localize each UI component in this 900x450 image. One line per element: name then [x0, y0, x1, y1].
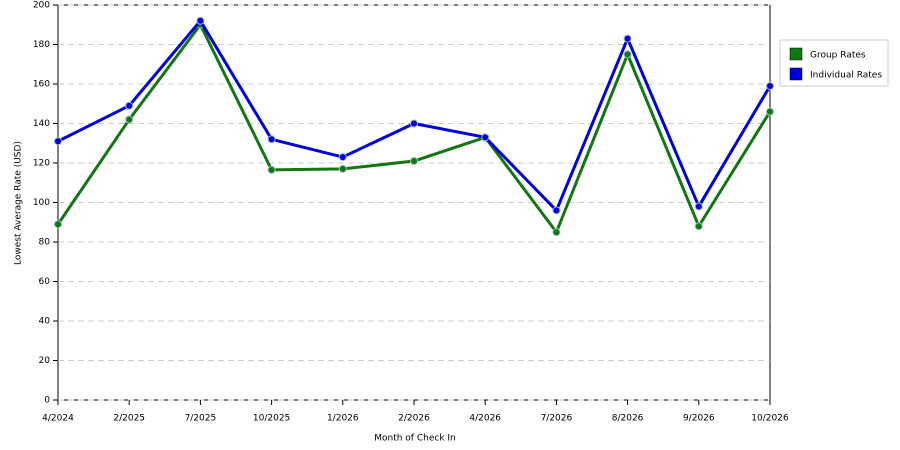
data-point: [410, 119, 418, 128]
y-tick-label: 100: [33, 198, 50, 208]
data-point: [125, 101, 134, 110]
legend-box: [779, 39, 889, 87]
legend-label: Group Rates: [810, 51, 866, 61]
data-point: [766, 81, 774, 90]
y-axis-label: Lowest Average Rate (USD): [14, 141, 24, 265]
y-tick-label: 160: [33, 80, 50, 90]
data-point: [267, 135, 276, 144]
y-tick-label: 80: [39, 238, 51, 248]
data-point: [54, 137, 62, 146]
data-point: [481, 133, 490, 142]
y-tick-label: 120: [33, 159, 50, 169]
legend-swatch: [789, 67, 803, 81]
data-point: [267, 165, 276, 174]
y-tick-label: 40: [39, 317, 51, 327]
x-tick-label: 8/2026: [612, 414, 644, 424]
data-point: [125, 115, 134, 124]
y-tick-label: 200: [33, 1, 50, 11]
data-point: [338, 153, 347, 162]
x-tick-label: 10/2026: [751, 414, 789, 424]
x-tick-label: 7/2025: [185, 414, 217, 424]
data-point: [623, 34, 632, 43]
x-tick-label: 9/2026: [683, 414, 715, 424]
legend-swatch: [789, 47, 803, 61]
x-tick-label: 4/2024: [42, 414, 74, 424]
data-point: [552, 228, 561, 237]
x-tick-label: 4/2026: [469, 414, 501, 424]
data-point: [694, 222, 703, 231]
x-tick-label: 10/2025: [253, 414, 290, 424]
data-point: [552, 206, 561, 215]
x-tick-label: 2/2025: [113, 414, 145, 424]
y-tick-label: 20: [39, 356, 51, 366]
y-tick-label: 0: [44, 396, 50, 406]
data-point: [694, 202, 703, 211]
data-point: [338, 164, 347, 173]
x-tick-label: 7/2026: [541, 414, 573, 424]
legend-label: Individual Rates: [810, 71, 882, 81]
data-point: [623, 50, 632, 59]
y-tick-label: 180: [33, 40, 50, 50]
y-tick-label: 60: [39, 277, 51, 287]
data-point: [196, 16, 205, 25]
y-tick-label: 140: [33, 119, 50, 129]
data-point: [410, 157, 418, 166]
legend: Group Rates Individual Rates: [779, 39, 889, 87]
x-tick-label: 2/2026: [398, 414, 430, 424]
x-axis-label: Month of Check In: [374, 434, 456, 444]
x-tick-label: 1/2026: [327, 414, 359, 424]
data-point: [766, 107, 774, 116]
data-point: [54, 220, 62, 229]
